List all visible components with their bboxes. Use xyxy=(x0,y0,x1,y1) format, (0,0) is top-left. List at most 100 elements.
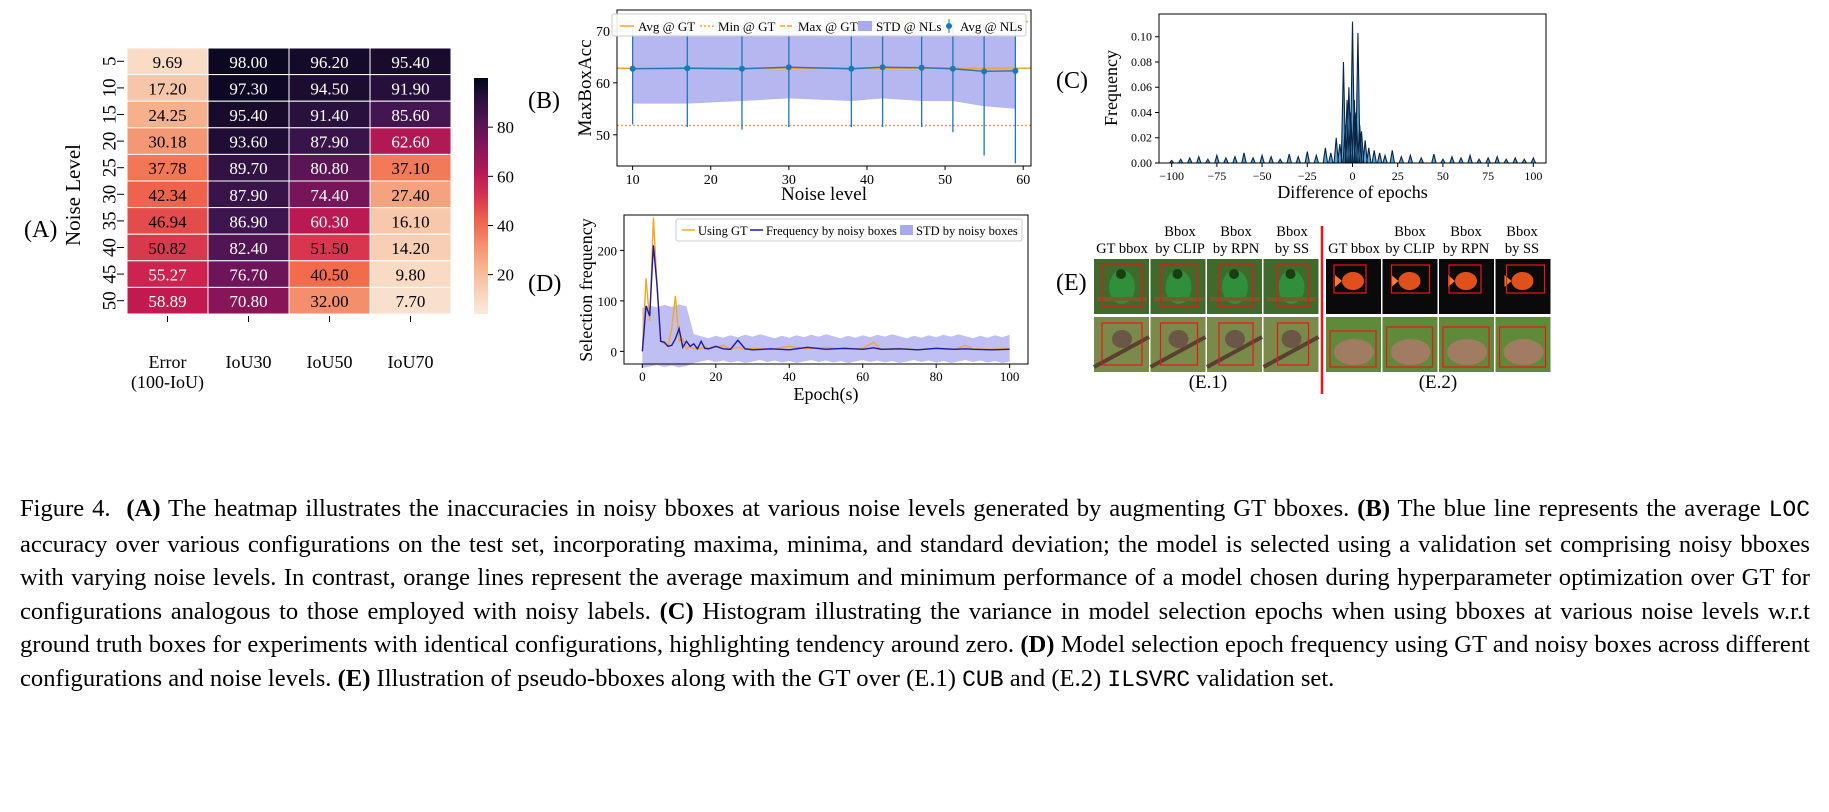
thumbnail-branch xyxy=(1153,297,1204,301)
panel-label-b: (B) xyxy=(528,88,560,114)
thumbnail-branch xyxy=(1093,335,1150,369)
heatmap-cell-value: 93.60 xyxy=(229,133,267,152)
axes-frame-d xyxy=(623,214,1029,365)
avg-nls-point xyxy=(738,65,745,72)
bbox-overlay xyxy=(1159,264,1199,308)
y-tick-label-c: 0.02 xyxy=(1131,131,1152,145)
panel-label-d: (D) xyxy=(528,271,561,297)
heatmap-cell xyxy=(369,74,452,102)
heatmap-cell-value: 76.70 xyxy=(229,266,267,285)
heatmap-col-label: IoU30 xyxy=(226,352,272,372)
panel-label-c: (C) xyxy=(1056,68,1088,94)
legend-label-b: Max @ GT xyxy=(798,19,858,34)
bbox-overlay xyxy=(1218,264,1254,308)
x-tick-label-b: 60 xyxy=(1016,173,1030,188)
heatmap-cell-value: 91.90 xyxy=(391,79,429,98)
bbox-overlay xyxy=(1329,330,1377,368)
heatmap-cell-value: 89.70 xyxy=(229,159,267,178)
caption-b-text1: The blue line represents the average xyxy=(1390,495,1769,522)
e-header-label: by CLIP xyxy=(1385,241,1435,257)
avg-nls-point xyxy=(684,65,691,72)
x-tick-label-c: 0 xyxy=(1350,169,1356,183)
e2-label: (E.2) xyxy=(1419,372,1458,393)
heatmap-row-label: 20 xyxy=(100,132,121,151)
heatmap-cell-value: 27.40 xyxy=(391,186,429,205)
e1-label: (E.1) xyxy=(1189,372,1228,393)
thumbnail-subject xyxy=(1398,272,1421,290)
heatmap-cell-value: 51.50 xyxy=(310,239,348,258)
bbox-overlay xyxy=(1101,264,1143,308)
heatmap-cell xyxy=(369,286,452,315)
heatmap-cell xyxy=(369,180,452,209)
x-tick-label-d: 0 xyxy=(639,369,646,384)
y-axis-label-d: Selection frequency xyxy=(576,218,596,361)
heatmap-cell xyxy=(369,153,452,182)
e-header-label: GT bbox xyxy=(1096,241,1148,257)
heatmap-cell xyxy=(288,207,371,235)
thumbnail-subject xyxy=(1448,275,1455,287)
thumbnail-subject xyxy=(1172,269,1183,279)
caption-cub: CUB xyxy=(962,666,1004,693)
heatmap-row-label: 35 xyxy=(100,211,121,230)
x-tick-label-c: 75 xyxy=(1482,169,1494,183)
caption-loc: LOC xyxy=(1768,497,1811,523)
thumbnail-subject xyxy=(1285,269,1296,279)
heatmap-cell-value: 50.82 xyxy=(148,239,186,258)
heatmap-cell-value: 42.34 xyxy=(148,186,187,205)
x-tick-label-b: 50 xyxy=(938,173,952,188)
thumbnail-subject xyxy=(1225,330,1245,348)
avg-nls-point xyxy=(949,65,956,72)
x-tick-label-c: 100 xyxy=(1524,169,1542,183)
heatmap-col-label: Error xyxy=(149,352,187,372)
caption-ilsvrc: ILSVRC xyxy=(1107,666,1191,693)
thumbnail-subject xyxy=(1335,275,1342,287)
thumbnail-subject xyxy=(1112,330,1132,348)
legend-label-b: STD @ NLs xyxy=(876,19,941,34)
avg-nls-point xyxy=(879,64,886,71)
heatmap-cell xyxy=(369,100,452,129)
e-header-label: by SS xyxy=(1275,241,1309,257)
heatmap-cell-value: 82.40 xyxy=(229,239,267,258)
bbox-overlay xyxy=(1218,322,1254,366)
caption-a-label: (A) xyxy=(126,495,161,522)
heatmap-cell xyxy=(126,233,209,262)
colorbar-tick-label: 60 xyxy=(497,167,514,186)
panel-label-e: (E) xyxy=(1056,270,1087,296)
y-axis-label-b: MaxBoxAcc xyxy=(575,39,596,136)
x-tick-label-d: 80 xyxy=(930,369,943,384)
bbox-overlay xyxy=(1385,326,1434,368)
heatmap-cell xyxy=(207,153,290,182)
legend-d xyxy=(675,218,1023,242)
heatmap-cell-value: 16.10 xyxy=(391,212,429,231)
thumbnail-branch xyxy=(1266,297,1317,301)
heatmap-cell xyxy=(207,233,290,262)
legend-label-d: STD by noisy boxes xyxy=(916,224,1018,238)
caption-d-text: Model selection epoch frequency using GT… xyxy=(20,631,1810,692)
bbox-overlay xyxy=(1390,264,1431,294)
caption-a-text: The heatmap illustrates the inaccuracies… xyxy=(160,495,1350,522)
heatmap-cell-value: 55.27 xyxy=(148,266,187,285)
heatmap-cell xyxy=(126,180,209,209)
avg-nls-point xyxy=(785,64,792,71)
legend-swatch-b xyxy=(858,21,872,31)
heatmap-cell-value: 94.50 xyxy=(310,79,348,98)
thumbnail-subject xyxy=(1503,339,1544,365)
heatmap-cell xyxy=(369,260,452,288)
thumbnail-subject xyxy=(1222,270,1248,304)
x-tick-label-b: 20 xyxy=(704,173,718,188)
thumbnail-subject xyxy=(1229,269,1239,279)
heatmap-cell-value: 74.40 xyxy=(310,186,348,205)
heatmap-cell xyxy=(288,233,371,262)
line-panel-b: 10 20 30 40 50 60 50 60 70 Noise level MaxBoxAcc Av… xyxy=(575,9,1032,205)
heatmap-cell xyxy=(207,286,290,315)
heatmap-cell-value: 14.20 xyxy=(391,239,429,258)
legend-swatch-d xyxy=(900,225,913,235)
heatmap-cell-value: 97.30 xyxy=(229,79,267,98)
y-tick-label-b: 50 xyxy=(596,129,610,144)
thumbnail-subject xyxy=(1334,339,1374,365)
heatmap-cell xyxy=(369,127,452,155)
heatmap-cell-value: 91.40 xyxy=(310,106,348,125)
caption-e-text3: validation set. xyxy=(1190,664,1335,692)
e-header-label: Bbox xyxy=(1220,224,1252,240)
colorbar-tick-label: 40 xyxy=(497,217,514,236)
